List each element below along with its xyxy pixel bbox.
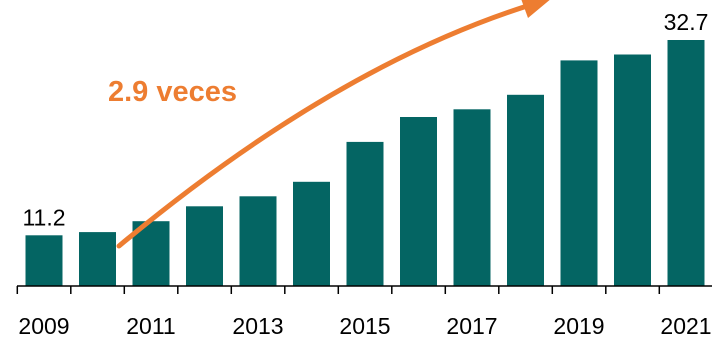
bar-2021 [667,40,705,286]
bar-2009 [25,235,63,286]
bars [25,40,705,287]
data-label-2009: 11.2 [22,204,65,230]
bar-2015 [346,141,384,286]
x-axis: 2009 2011 2013 2015 2017 2019 2021 [16,285,712,339]
data-label-2021: 32.7 [664,9,709,35]
bar-2019 [560,60,598,287]
bar-2017 [453,109,491,286]
x-tick-label-2011: 2011 [126,313,175,339]
bar-2012 [186,206,223,286]
growth-arrow [116,0,550,249]
x-tick-label-2019: 2019 [553,313,604,339]
x-tick-label-2017: 2017 [446,313,497,339]
growth-arrow-line [116,4,527,249]
x-tick-label-2009: 2009 [18,313,69,339]
bar-2010 [79,232,116,286]
growth-annotation: 2.9 veces [108,76,237,108]
x-tick-label-2015: 2015 [339,313,390,339]
growth-arrow-head [521,0,550,18]
bar-2016 [400,117,437,286]
bar-2014 [293,181,330,286]
bar-2013 [239,196,277,286]
bar-2018 [507,94,544,286]
x-tick-label-2021: 2021 [660,313,711,339]
data-labels: 11.2 32.7 [22,9,708,230]
bar-2020 [614,54,651,286]
x-tick-label-2013: 2013 [232,313,283,339]
